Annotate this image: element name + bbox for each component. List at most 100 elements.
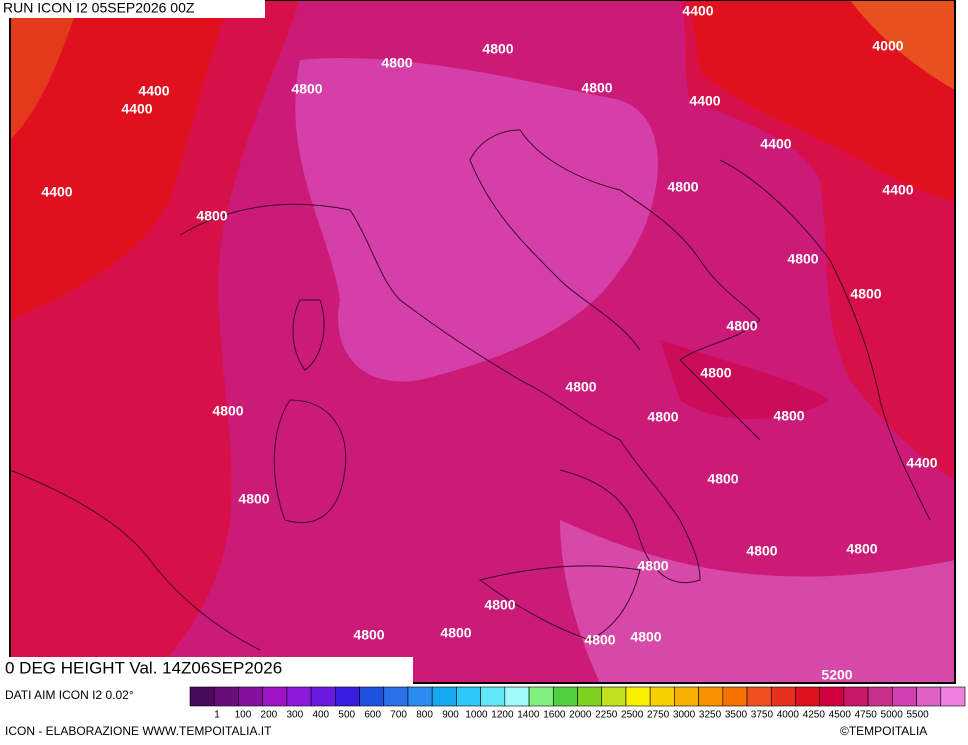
legend-label: 1000 [465, 710, 488, 721]
contour-label: 4800 [482, 41, 513, 57]
contour-label: 4800 [565, 379, 596, 395]
contour-label: 4800 [212, 403, 243, 419]
legend-swatch [819, 686, 845, 707]
legend-swatch [892, 686, 917, 707]
contour-label: 5200 [821, 667, 852, 683]
legend-label: 1 [214, 710, 220, 721]
contour-label: 4800 [707, 471, 738, 487]
legend-swatch [770, 686, 796, 707]
legend-label: 2500 [621, 710, 644, 721]
credit: ICON - ELABORAZIONE WWW.TEMPOITALIA.IT [5, 724, 272, 738]
legend-swatch [189, 686, 215, 707]
legend-swatch [867, 686, 893, 707]
legend-label: 2750 [647, 710, 670, 721]
contour-label: 4800 [196, 208, 227, 224]
contour-label: 4800 [440, 625, 471, 641]
legend-label: 4000 [777, 710, 800, 721]
legend-label: 1200 [491, 710, 514, 721]
legend-label: 3000 [673, 710, 696, 721]
contour-label: 4400 [882, 182, 913, 198]
legend-label: 800 [416, 710, 433, 721]
contour-label: 4800 [647, 409, 678, 425]
contour-label: 4800 [637, 558, 668, 574]
legend-swatch [456, 686, 481, 707]
coastlines [10, 129, 931, 651]
contour-label: 4400 [121, 101, 152, 117]
contour-label: 4800 [746, 543, 777, 559]
legend-swatch [625, 686, 651, 707]
field-box [0, 657, 413, 684]
legend-label: 400 [312, 710, 329, 721]
legend-swatch [577, 686, 603, 707]
legend-swatch [674, 686, 699, 707]
legend-swatch [722, 686, 748, 707]
contour-label: 4800 [291, 81, 322, 97]
map-frame [9, 0, 956, 684]
legend-swatch [843, 686, 869, 707]
legend-swatch [552, 686, 578, 707]
run-box [0, 0, 265, 18]
contour-label: 4400 [689, 93, 720, 109]
legend-swatch [407, 686, 433, 707]
contour-label: 4800 [484, 597, 515, 613]
legend-label: 200 [261, 710, 278, 721]
legend-swatch [431, 686, 457, 707]
legend-swatch [940, 686, 966, 707]
contour-label: 4800 [353, 627, 384, 643]
legend-label: 5500 [906, 710, 929, 721]
legend-label: 300 [287, 710, 304, 721]
run-title: RUN ICON I2 05SEP2026 00Z [3, 0, 195, 16]
legend-swatch [649, 686, 675, 707]
contour-label: 4800 [700, 365, 731, 381]
legend-swatch [335, 686, 360, 707]
legend-swatch [795, 686, 820, 707]
legend-label: 100 [235, 710, 252, 721]
contour-label: 4800 [584, 632, 615, 648]
legend-swatch [262, 686, 288, 707]
contour-label: 4400 [682, 3, 713, 19]
legend-swatch [746, 686, 772, 707]
source-note: DATI AIM ICON I2 0.02° [5, 688, 134, 702]
legend-label: 1600 [543, 710, 566, 721]
legend-label: 1400 [517, 710, 540, 721]
legend-label: 4250 [803, 710, 826, 721]
contour-label: 4800 [581, 80, 612, 96]
legend-label: 500 [338, 710, 355, 721]
contour-label: 4400 [138, 83, 169, 99]
contour-label: 4800 [787, 251, 818, 267]
legend-label: 2250 [595, 710, 618, 721]
legend-swatch [504, 686, 530, 707]
legend-label: 3750 [751, 710, 774, 721]
legend-swatch [286, 686, 312, 707]
contour-label: 4800 [381, 55, 412, 71]
legend-swatch [480, 686, 506, 707]
legend-swatch [383, 686, 409, 707]
legend-label: 700 [390, 710, 407, 721]
legend-swatch [698, 686, 724, 707]
copyright: ©TEMPOITALIA [840, 724, 927, 738]
contour-label: 4800 [846, 541, 877, 557]
contour-label: 4800 [850, 286, 881, 302]
map-field [10, 0, 955, 683]
contour-label: 4800 [630, 629, 661, 645]
legend-label: 5000 [881, 710, 904, 721]
field-title: 0 DEG HEIGHT Val. 14Z06SEP2026 [5, 658, 282, 677]
legend-swatch [359, 686, 385, 707]
legend-swatch [213, 686, 239, 707]
contour-label: 4800 [773, 408, 804, 424]
legend-swatch [601, 686, 627, 707]
contour-label: 4400 [906, 455, 937, 471]
legend-swatch [238, 686, 263, 707]
legend-label: 3500 [725, 710, 748, 721]
legend-label: 4750 [855, 710, 878, 721]
legend-swatch [310, 686, 336, 707]
contour-label: 4800 [238, 491, 269, 507]
contour-label: 4400 [760, 136, 791, 152]
legend-swatch [528, 686, 554, 707]
contour-label: 4800 [667, 179, 698, 195]
legend-label: 900 [442, 710, 459, 721]
contour-label: 4400 [41, 184, 72, 200]
legend-label: 600 [364, 710, 381, 721]
